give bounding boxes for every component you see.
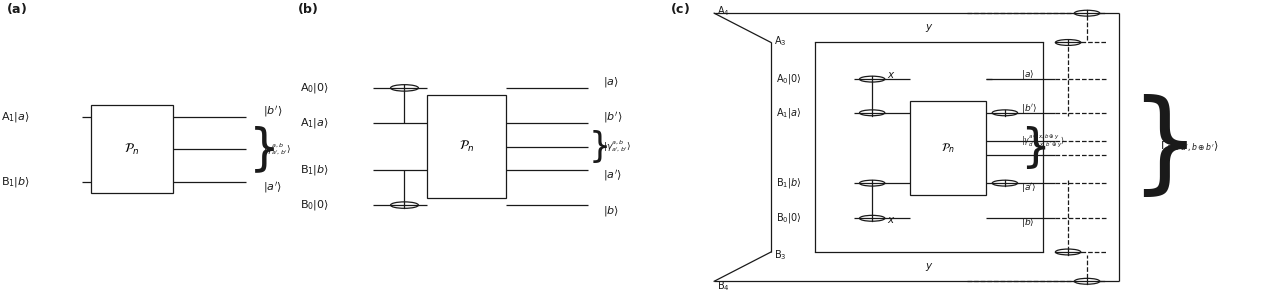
Circle shape [391, 85, 418, 91]
Text: $|a\rangle$: $|a\rangle$ [603, 75, 619, 89]
Circle shape [860, 76, 885, 82]
Circle shape [860, 215, 885, 221]
Text: $\mathbf{(a)}$: $\mathbf{(a)}$ [6, 1, 28, 16]
Text: $\mathrm{B}_0|0\rangle$: $\mathrm{B}_0|0\rangle$ [300, 198, 329, 212]
Text: $\mathrm{A}_1|a\rangle$: $\mathrm{A}_1|a\rangle$ [1, 110, 30, 124]
Text: $|b^\prime\rangle$: $|b^\prime\rangle$ [1021, 102, 1038, 115]
Text: $\mathcal{P}_n$: $\mathcal{P}_n$ [459, 139, 474, 154]
Circle shape [860, 180, 885, 186]
Text: $\mathrm{A}_3$: $\mathrm{A}_3$ [774, 34, 786, 48]
Text: $\}$: $\}$ [1020, 125, 1047, 171]
Text: $\mathrm{B}_4$: $\mathrm{B}_4$ [717, 280, 729, 293]
Text: $\mathrm{B}_1|b\rangle$: $\mathrm{B}_1|b\rangle$ [300, 163, 329, 177]
Text: $\mathrm{B}_3$: $\mathrm{B}_3$ [774, 248, 786, 263]
Text: $|b^\prime\rangle$: $|b^\prime\rangle$ [603, 110, 622, 125]
Text: $\mathcal{P}_n$: $\mathcal{P}_n$ [124, 142, 140, 157]
Text: $|a^\prime\rangle$: $|a^\prime\rangle$ [1021, 181, 1036, 194]
Text: $\mathrm{B}_1|b\rangle$: $\mathrm{B}_1|b\rangle$ [776, 176, 801, 190]
Text: $y$: $y$ [925, 261, 933, 272]
Circle shape [992, 110, 1018, 116]
Text: $\}$: $\}$ [248, 124, 274, 175]
Text: $\Gamma_{a\oplus a^\prime,b\oplus b^\prime}\rangle$: $\Gamma_{a\oplus a^\prime,b\oplus b^\pri… [1160, 140, 1220, 155]
Text: $|b\rangle$: $|b\rangle$ [1021, 216, 1035, 229]
Text: $\mathrm{A}_1|a\rangle$: $\mathrm{A}_1|a\rangle$ [300, 116, 329, 130]
Bar [910, 101, 986, 195]
Circle shape [860, 110, 885, 116]
Bar [91, 105, 173, 193]
Text: $\mathbf{(c)}$: $\mathbf{(c)}$ [670, 1, 690, 16]
Text: $|\gamma^{a\oplus x,b\oplus y}_{d^\prime\oplus x,b^\prime\oplus y}\rangle$: $|\gamma^{a\oplus x,b\oplus y}_{d^\prime… [1021, 132, 1066, 149]
Circle shape [1055, 40, 1081, 45]
Text: $\mathbf{(b)}$: $\mathbf{(b)}$ [297, 1, 319, 16]
Text: $\mathrm{A}_4$: $\mathrm{A}_4$ [717, 4, 729, 18]
Text: $\mathrm{A}_1|a\rangle$: $\mathrm{A}_1|a\rangle$ [776, 106, 801, 120]
Text: $\mathcal{P}_n$: $\mathcal{P}_n$ [940, 141, 956, 155]
Text: $\mathrm{A}_0|0\rangle$: $\mathrm{A}_0|0\rangle$ [776, 72, 801, 86]
Text: $|\gamma^{a,b}_{a^\prime,b^\prime}\rangle$: $|\gamma^{a,b}_{a^\prime,b^\prime}\rangl… [263, 142, 291, 157]
Text: $x$: $x$ [887, 70, 895, 80]
Text: $|b^\prime\rangle$: $|b^\prime\rangle$ [263, 104, 282, 119]
Text: $\}$: $\}$ [588, 128, 608, 165]
Circle shape [992, 180, 1018, 186]
Text: $y$: $y$ [925, 22, 933, 34]
Text: $\mathrm{A}_0|0\rangle$: $\mathrm{A}_0|0\rangle$ [300, 81, 329, 95]
Text: $|a^\prime\rangle$: $|a^\prime\rangle$ [603, 168, 622, 183]
Circle shape [1074, 10, 1100, 16]
Text: $x$: $x$ [887, 215, 895, 226]
Circle shape [1074, 278, 1100, 284]
Text: $|b\rangle$: $|b\rangle$ [603, 204, 619, 218]
Text: $\mathrm{B}_1|b\rangle$: $\mathrm{B}_1|b\rangle$ [1, 175, 30, 189]
Text: $|\gamma^{a,b}_{a^\prime,b^\prime}\rangle$: $|\gamma^{a,b}_{a^\prime,b^\prime}\rangl… [603, 139, 631, 154]
Circle shape [391, 202, 418, 208]
Text: $|a^\prime\rangle$: $|a^\prime\rangle$ [263, 180, 282, 195]
Circle shape [1055, 249, 1081, 255]
Text: $\mathrm{B}_0|0\rangle$: $\mathrm{B}_0|0\rangle$ [776, 211, 801, 225]
Text: $\}$: $\}$ [1129, 94, 1188, 201]
Text: $|a\rangle$: $|a\rangle$ [1021, 68, 1034, 81]
Bar [427, 95, 506, 198]
